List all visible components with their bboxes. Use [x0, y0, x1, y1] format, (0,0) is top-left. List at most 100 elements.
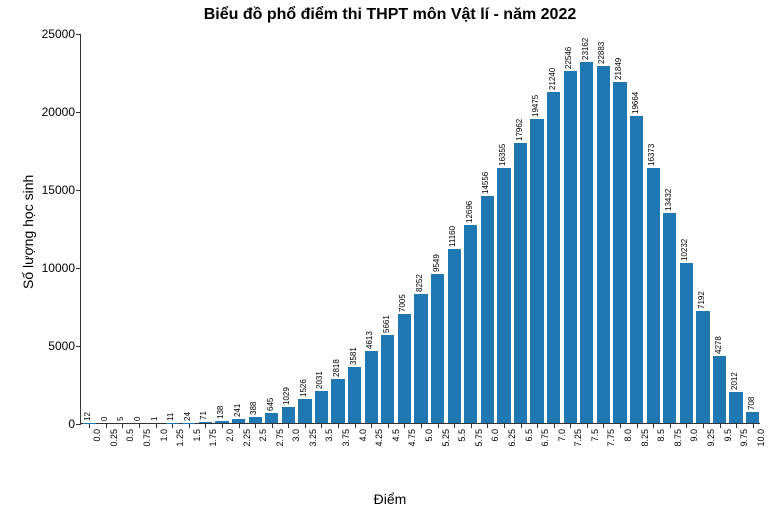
x-tick-mark: [156, 424, 157, 428]
x-tick-mark: [89, 424, 90, 428]
y-tick-label: 10000: [42, 261, 81, 275]
bar-value-label: 16355: [498, 144, 507, 166]
x-tick-mark: [720, 424, 721, 428]
bar: 3581: [348, 367, 361, 423]
bar-value-label: 4613: [365, 331, 374, 349]
x-tick-mark: [521, 424, 522, 428]
x-tick-mark: [703, 424, 704, 428]
x-tick-label: 7.5: [590, 429, 600, 442]
bar: 645: [265, 413, 278, 423]
bar-value-label: 0: [100, 417, 109, 421]
x-tick-label: 3.75: [341, 429, 351, 447]
bar-value-label: 24: [183, 412, 192, 421]
x-tick-label: 6.75: [540, 429, 550, 447]
x-tick-label: 0.75: [142, 429, 152, 447]
x-tick-label: 2.5: [258, 429, 268, 442]
bar: 7005: [398, 314, 411, 423]
bar: 71: [199, 422, 212, 423]
x-tick-label: 2.0: [225, 429, 235, 442]
x-tick-label: 7.75: [606, 429, 616, 447]
y-tick-label: 20000: [42, 105, 81, 119]
x-tick-label: 8.25: [640, 429, 650, 447]
x-tick-label: 5.75: [474, 429, 484, 447]
bar: 241: [232, 419, 245, 423]
bar: 388: [249, 417, 262, 423]
bar-value-label: 14556: [481, 172, 490, 194]
x-tick-label: 4.75: [407, 429, 417, 447]
bar-value-label: 71: [199, 411, 208, 420]
x-tick-mark: [255, 424, 256, 428]
x-tick-label: 9.0: [689, 429, 699, 442]
x-tick-label: 2.25: [242, 429, 252, 447]
bar: 21849: [613, 82, 626, 423]
bar: 16373: [647, 168, 660, 423]
bar: 12696: [464, 225, 477, 423]
bar: 13432: [663, 213, 676, 423]
bar-value-label: 2031: [315, 372, 324, 390]
x-tick-mark: [272, 424, 273, 428]
bar-value-label: 708: [747, 397, 756, 410]
x-tick-label: 0.0: [92, 429, 102, 442]
bar: 21240: [547, 92, 560, 423]
bar: 14556: [481, 196, 494, 423]
x-tick-mark: [637, 424, 638, 428]
bar: 2818: [331, 379, 344, 423]
x-tick-mark: [288, 424, 289, 428]
x-tick-mark: [239, 424, 240, 428]
bar: 19664: [630, 116, 643, 423]
bar-value-label: 19664: [631, 92, 640, 114]
x-tick-label: 9.25: [706, 429, 716, 447]
x-tick-mark: [172, 424, 173, 428]
bar: 16355: [497, 168, 510, 423]
bar-value-label: 645: [266, 398, 275, 411]
bar-value-label: 21849: [614, 58, 623, 80]
x-tick-mark: [205, 424, 206, 428]
x-tick-mark: [753, 424, 754, 428]
bar-value-label: 7192: [697, 291, 706, 309]
bar-value-label: 9549: [432, 254, 441, 272]
x-tick-mark: [305, 424, 306, 428]
bar-value-label: 12696: [465, 201, 474, 223]
bar-value-label: 8252: [415, 274, 424, 292]
x-tick-mark: [189, 424, 190, 428]
bar-value-label: 19475: [531, 95, 540, 117]
bar-value-label: 1: [150, 417, 159, 421]
x-tick-mark: [554, 424, 555, 428]
bar-value-label: 21240: [548, 67, 557, 89]
chart-container: Biểu đồ phổ điểm thi THPT môn Vật lí - n…: [0, 0, 780, 515]
x-tick-label: 3.25: [308, 429, 318, 447]
x-tick-mark: [620, 424, 621, 428]
x-tick-label: 0.25: [109, 429, 119, 447]
x-tick-mark: [122, 424, 123, 428]
bar: 708: [746, 412, 759, 423]
x-tick-label: 6.5: [524, 429, 534, 442]
bar-value-label: 3581: [349, 347, 358, 365]
bar: 9549: [431, 274, 444, 423]
bar: 4278: [713, 356, 726, 423]
bar-value-label: 138: [216, 406, 225, 419]
x-tick-mark: [388, 424, 389, 428]
y-tick-label: 5000: [48, 339, 81, 353]
plot-area: 0500010000150002000025000120.000.2550.50…: [80, 34, 760, 424]
y-tick-label: 25000: [42, 27, 81, 41]
bar-value-label: 241: [233, 404, 242, 417]
x-tick-label: 7.0: [557, 429, 567, 442]
bar: 17962: [514, 143, 527, 423]
bar-value-label: 17962: [515, 119, 524, 141]
bar-value-label: 23162: [581, 37, 590, 59]
bar: 22883: [597, 66, 610, 423]
x-tick-mark: [587, 424, 588, 428]
x-tick-label: 8.5: [656, 429, 666, 442]
bar: 19475: [530, 119, 543, 423]
x-tick-mark: [371, 424, 372, 428]
bar-value-label: 22883: [597, 42, 606, 64]
x-tick-mark: [321, 424, 322, 428]
x-tick-label: 1.5: [192, 429, 202, 442]
bar-value-label: 5: [116, 416, 125, 420]
x-tick-label: 7.25: [573, 429, 583, 447]
x-tick-label: 9.5: [723, 429, 733, 442]
bar: 10232: [680, 263, 693, 423]
x-tick-label: 4.5: [391, 429, 401, 442]
bar-value-label: 22546: [564, 47, 573, 69]
x-tick-label: 9.75: [739, 429, 749, 447]
